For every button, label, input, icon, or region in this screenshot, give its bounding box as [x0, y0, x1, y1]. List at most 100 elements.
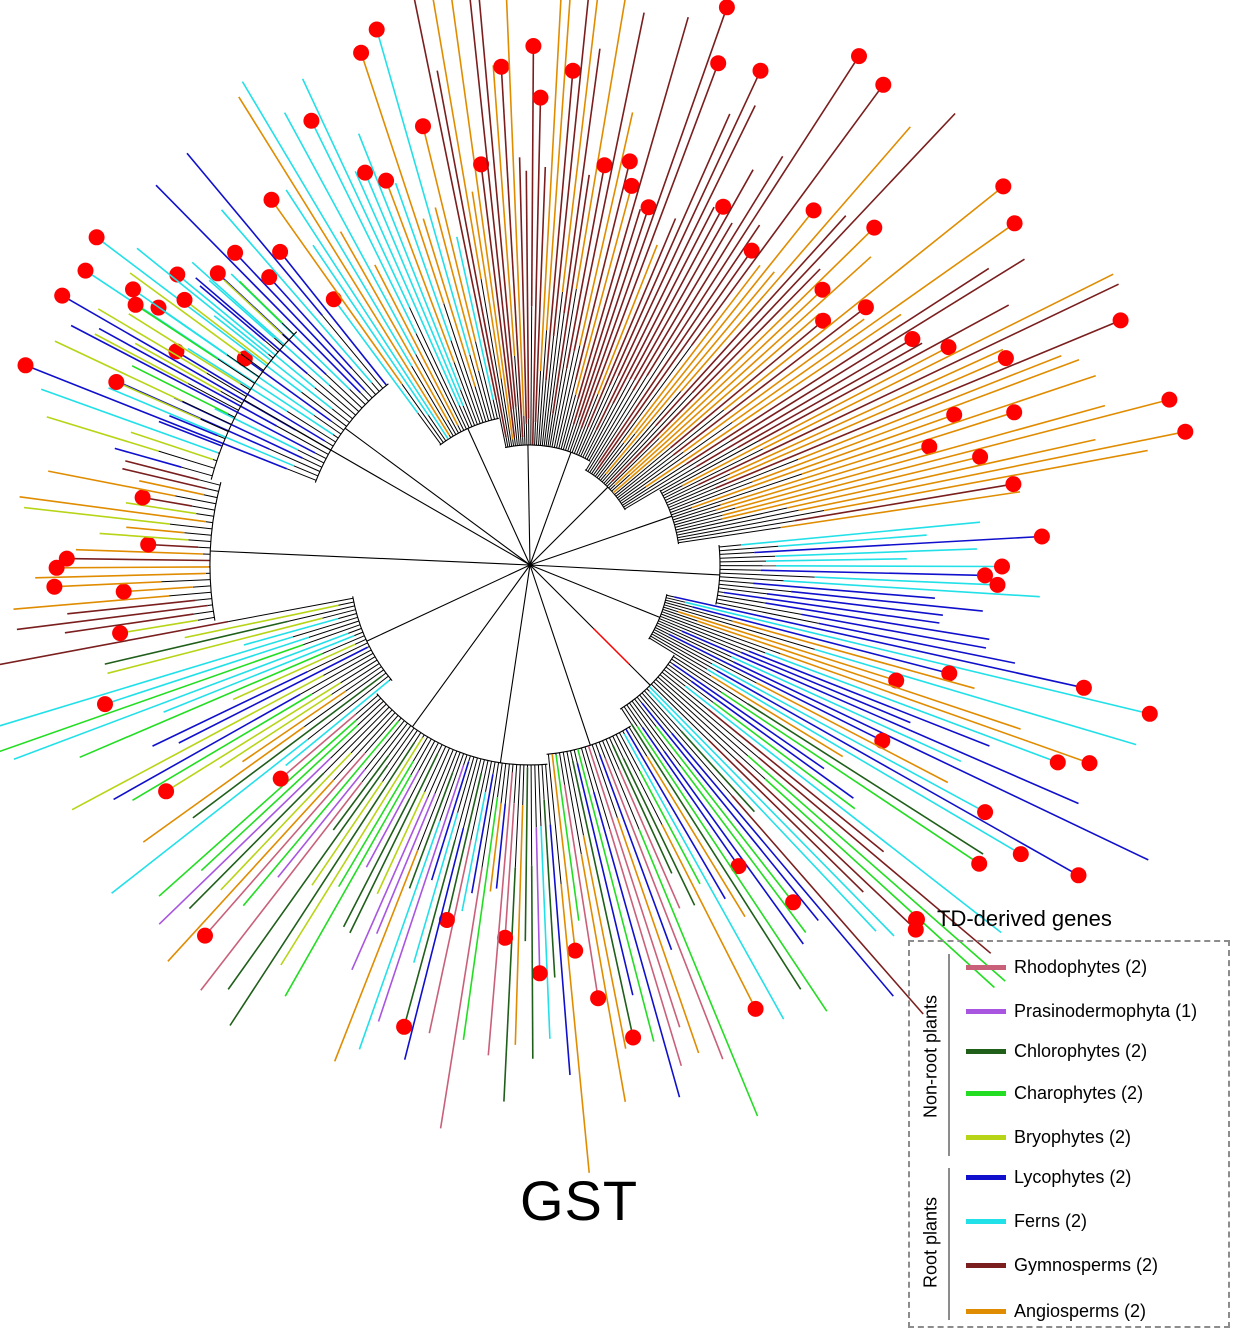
- stem-branch: [243, 399, 531, 566]
- internal-branch: [570, 750, 574, 761]
- leaf-branch: [54, 581, 162, 588]
- td-gene-dot: [805, 202, 822, 219]
- td-gene-dot: [134, 489, 151, 506]
- internal-branch: [299, 652, 374, 695]
- internal-branch: [663, 669, 686, 687]
- leaf-branch: [518, 157, 528, 424]
- leaf-branch: [487, 772, 514, 1056]
- td-gene-dot: [997, 350, 1014, 367]
- internal-branch: [719, 555, 776, 559]
- internal-branch: [661, 440, 759, 494]
- internal-branch: [589, 347, 672, 473]
- leaf-branch: [561, 0, 599, 292]
- leaf-branch: [422, 218, 476, 387]
- leaf-branch: [187, 347, 288, 412]
- internal-branch: [434, 749, 454, 794]
- internal-branch: [658, 620, 683, 632]
- internal-branch: [628, 726, 648, 757]
- internal-branch: [454, 757, 478, 841]
- internal-branch: [338, 613, 357, 620]
- leaf-branch: [436, 70, 507, 438]
- internal-branch: [611, 474, 631, 492]
- leaf-branch: [634, 209, 815, 435]
- internal-branch: [659, 674, 760, 759]
- internal-branch: [626, 704, 644, 728]
- internal-branch: [350, 709, 393, 754]
- td-gene-dot: [58, 550, 75, 567]
- leaf-branch: [534, 166, 547, 423]
- td-gene-dot: [325, 291, 342, 308]
- leaf-branch: [577, 16, 689, 399]
- internal-branch: [549, 288, 577, 447]
- td-gene-dot: [866, 219, 883, 236]
- internal-branch: [586, 379, 631, 460]
- internal-branch: [608, 737, 614, 746]
- leaf-branch: [753, 582, 935, 599]
- internal-branch: [357, 700, 384, 726]
- leaf-branch: [176, 273, 316, 389]
- leaf-branch: [690, 680, 854, 799]
- leaf-branch: [680, 126, 911, 393]
- leaf-branch: [195, 277, 308, 375]
- leaf-branch: [158, 757, 332, 925]
- internal-branch: [330, 420, 344, 431]
- leaf-branch: [691, 414, 955, 509]
- td-gene-dot: [940, 339, 957, 356]
- td-gene-dot: [1006, 215, 1023, 232]
- leaf-branch: [723, 591, 940, 624]
- internal-branch: [522, 437, 524, 446]
- leaf-branch: [720, 411, 1015, 506]
- leaf-branch: [130, 431, 214, 461]
- internal-branch: [591, 744, 618, 818]
- group-bracket-root: [948, 1168, 950, 1320]
- internal-branch: [578, 384, 611, 456]
- leaf-branch: [332, 755, 390, 831]
- group-label-non-root: Non-root plants: [920, 994, 941, 1119]
- leaf-branch: [775, 548, 977, 557]
- leaf-branch: [608, 113, 731, 386]
- internal-branch: [195, 598, 212, 601]
- leaf-branch: [735, 758, 917, 931]
- leaf-branch: [692, 606, 950, 675]
- td-gene-dot: [525, 38, 542, 54]
- internal-branch: [418, 740, 436, 771]
- td-gene-dot: [1012, 846, 1029, 863]
- internal-branch: [628, 702, 665, 752]
- internal-branch: [512, 439, 515, 447]
- internal-branch: [653, 629, 757, 684]
- internal-branch: [576, 426, 589, 455]
- internal-branch: [582, 429, 597, 458]
- leaf-branch: [338, 760, 415, 888]
- leaf-branch: [56, 566, 210, 569]
- internal-branch: [677, 520, 795, 541]
- leaf-branch: [213, 315, 333, 410]
- leaf-branch: [531, 97, 542, 445]
- leaf-branch: [439, 867, 483, 1129]
- internal-branch: [659, 618, 742, 653]
- root-branch: [593, 628, 630, 665]
- leaf-branch: [422, 126, 477, 342]
- leaf-branch: [797, 354, 1062, 461]
- leaf-branch: [136, 247, 270, 355]
- internal-branch: [203, 494, 218, 499]
- leaf-branch: [671, 732, 894, 997]
- leaf-branch: [115, 381, 201, 420]
- td-gene-dot: [115, 583, 132, 600]
- td-gene-dot: [1141, 705, 1158, 722]
- internal-branch: [351, 368, 376, 395]
- leaf-branch: [122, 467, 207, 490]
- internal-branch: [660, 446, 739, 492]
- leaf-branch: [238, 96, 450, 436]
- internal-branch: [415, 354, 459, 434]
- leaf-branch: [188, 773, 324, 910]
- leaf-branch: [96, 236, 302, 393]
- leaf-branch: [760, 569, 986, 577]
- stem-branch: [210, 550, 531, 566]
- internal-branch: [598, 433, 636, 480]
- legend-swatch: [966, 964, 1006, 970]
- leaf-branch: [716, 445, 930, 511]
- leaf-branch: [126, 526, 185, 534]
- td-gene-dot: [473, 156, 490, 173]
- internal-branch: [716, 598, 802, 615]
- leaf-branch: [571, 760, 634, 1038]
